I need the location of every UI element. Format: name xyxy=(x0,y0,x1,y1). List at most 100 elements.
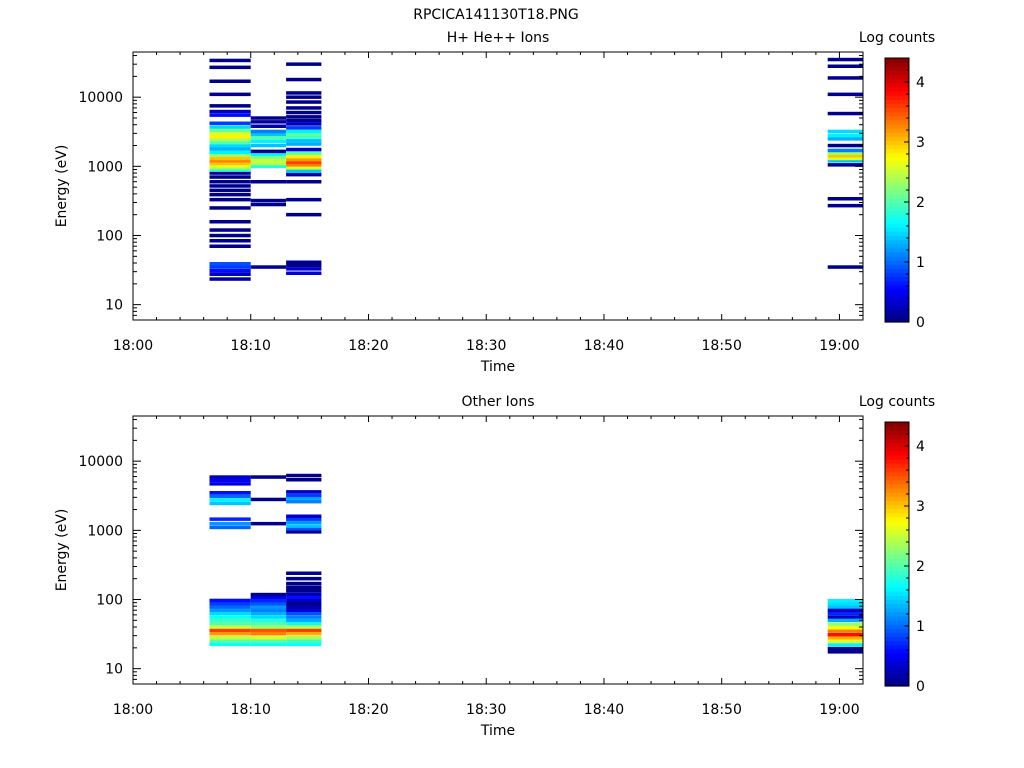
heatmap-cell xyxy=(250,521,286,526)
heatmap-cell xyxy=(209,104,251,108)
x-axis-label: Time xyxy=(480,359,515,375)
colorbar-segment xyxy=(885,239,909,245)
colorbar-segment xyxy=(885,284,909,290)
colorbar-tick-label: 2 xyxy=(916,559,925,575)
colorbar-tick-label: 4 xyxy=(916,439,925,455)
colorbar-segment xyxy=(885,591,909,596)
heatmap-cell xyxy=(286,77,322,82)
heatmap-cell xyxy=(209,262,251,266)
colorbar-segment xyxy=(885,508,909,514)
heatmap-cell xyxy=(827,650,863,654)
heatmap-cell xyxy=(209,598,251,603)
heatmap-cell xyxy=(286,260,322,264)
colorbar-segment xyxy=(885,512,909,518)
heatmap-cell xyxy=(827,605,863,609)
colorbar-segment xyxy=(885,251,909,257)
heatmap-cell xyxy=(286,581,322,586)
colorbar-segment xyxy=(885,260,909,265)
heatmap-cell xyxy=(286,642,322,647)
heatmap-cell xyxy=(827,599,863,603)
colorbar-segment xyxy=(885,301,909,307)
colorbar-segment xyxy=(885,595,909,600)
heatmap-cell xyxy=(827,203,863,208)
heatmap-cell xyxy=(286,490,322,494)
heatmap-cell xyxy=(209,206,251,210)
colorbar-segment xyxy=(885,107,909,113)
heatmap-cell xyxy=(286,639,322,643)
heatmap-cell xyxy=(286,154,322,159)
colorbar-segment xyxy=(885,537,909,543)
colorbar-tick-label: 2 xyxy=(916,195,925,211)
colorbar-segment xyxy=(885,587,909,592)
heatmap-cell xyxy=(286,166,322,170)
heatmap-cell xyxy=(209,618,251,623)
colorbar-segment xyxy=(885,99,909,104)
heatmap-cell xyxy=(250,149,286,154)
heatmap-cell xyxy=(209,475,251,479)
colorbar-segment xyxy=(885,128,909,133)
colorbar-segment xyxy=(885,152,909,158)
heatmap-cell xyxy=(286,110,322,115)
heatmap-cell xyxy=(286,100,322,104)
heatmap-cell xyxy=(827,154,863,158)
panel-title: H+ He++ Ions xyxy=(447,30,550,46)
heatmap-cell xyxy=(827,111,863,116)
heatmap-cell xyxy=(286,91,322,95)
heatmap-cell xyxy=(286,157,322,162)
heatmap-cell xyxy=(209,220,251,224)
heatmap-cell xyxy=(827,156,863,161)
colorbar-segment xyxy=(885,492,909,497)
heatmap-cell xyxy=(286,135,322,139)
heatmap-cell xyxy=(827,133,863,138)
heatmap-cell xyxy=(286,615,322,619)
heatmap-cell xyxy=(209,628,251,632)
heatmap-cell xyxy=(286,527,322,531)
x-tick-label: 18:20 xyxy=(348,338,388,354)
heatmap-cell xyxy=(286,151,322,155)
colorbar-segment xyxy=(885,455,909,460)
heatmap-cell xyxy=(286,172,322,177)
panel-other-ions: 18:00 18:10 18:20 18:30 18:40 18:50 19:0010100… xyxy=(54,394,935,739)
heatmap-cell xyxy=(827,163,863,167)
heatmap-cell xyxy=(286,493,322,498)
heatmap-cell xyxy=(827,636,863,640)
heatmap-cell xyxy=(209,197,251,202)
heatmap-cell xyxy=(286,267,322,271)
heatmap-cell xyxy=(250,139,286,144)
heatmap-cell xyxy=(286,126,322,130)
colorbar-segment xyxy=(885,475,909,481)
heatmap-cell xyxy=(286,163,322,167)
colorbar-segment xyxy=(885,483,909,489)
colorbar-segment xyxy=(885,148,909,154)
y-tick-label: 10 xyxy=(105,298,123,314)
heatmap-cell xyxy=(209,143,251,148)
colorbar-tick-label: 3 xyxy=(916,499,925,515)
colorbar-segment xyxy=(885,103,909,109)
heatmap-cell xyxy=(209,109,251,114)
colorbar-segment xyxy=(885,438,909,444)
heatmap-cell xyxy=(286,524,322,528)
x-tick-label: 18:20 xyxy=(348,702,388,718)
heatmap-cell xyxy=(209,625,251,629)
heatmap-cell xyxy=(286,514,322,518)
heatmap-cell xyxy=(827,197,863,201)
y-tick-label: 10000 xyxy=(78,90,123,106)
x-tick-label: 19:00 xyxy=(819,702,859,718)
colorbar-segment xyxy=(885,669,909,675)
colorbar-segment xyxy=(885,653,909,658)
colorbar-segment xyxy=(885,91,909,96)
colorbar-segment xyxy=(885,434,909,440)
heatmap-cell xyxy=(209,621,251,626)
colorbar-segment xyxy=(885,661,909,666)
heatmap-cell xyxy=(286,147,322,152)
heatmap-cell xyxy=(209,478,251,482)
heatmap-cell xyxy=(250,164,286,169)
colorbar-segment xyxy=(885,144,909,150)
colorbar-segment xyxy=(885,210,909,216)
colorbar-segment xyxy=(885,74,909,80)
colorbar-segment xyxy=(885,177,909,183)
colorbar-segment xyxy=(885,665,909,671)
plot-frame xyxy=(132,415,864,685)
colorbar-segment xyxy=(885,194,909,199)
colorbar-segment xyxy=(885,317,909,323)
